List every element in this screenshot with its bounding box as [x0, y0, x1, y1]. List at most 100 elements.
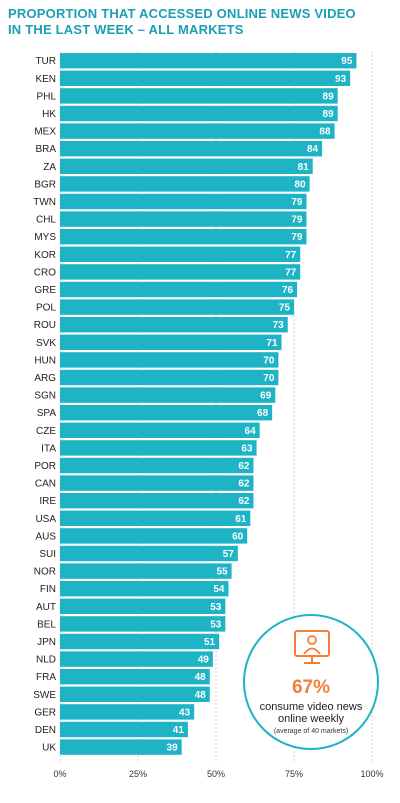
- chart-title-line-1: PROPORTION THAT ACCESSED ONLINE NEWS VID…: [8, 6, 356, 21]
- bar-nor: [60, 563, 232, 579]
- category-label: BGR: [34, 179, 56, 190]
- x-axis-ticks: 0% 25% 50% 75% 100%: [53, 769, 383, 779]
- bar-ita: [60, 440, 257, 456]
- value-label: 89: [323, 91, 335, 102]
- video-presenter-icon: [294, 630, 330, 664]
- category-label: NOR: [34, 567, 56, 578]
- bar-twn: [60, 193, 307, 210]
- category-label: DEN: [35, 725, 56, 736]
- value-label: 57: [223, 549, 235, 560]
- callout-text-line-2: online weekly: [277, 713, 345, 725]
- bar-kor: [60, 246, 301, 262]
- category-label: FIN: [40, 584, 56, 595]
- bar-bra: [60, 141, 323, 157]
- bar-usa: [60, 510, 251, 526]
- value-label: 43: [179, 707, 191, 718]
- bar-za: [60, 158, 313, 174]
- category-label: ITA: [41, 443, 56, 454]
- category-label: SWE: [33, 690, 56, 701]
- bar-rou: [60, 317, 288, 333]
- bar-uk: [60, 739, 182, 755]
- category-label: MEX: [34, 127, 56, 138]
- category-label: KEN: [35, 74, 56, 85]
- value-label: 71: [266, 338, 278, 349]
- value-label: 41: [173, 725, 185, 736]
- bar-den: [60, 721, 188, 738]
- value-label: 76: [282, 285, 294, 296]
- bar-svk: [60, 334, 282, 350]
- category-label: SUI: [39, 549, 56, 560]
- value-label: 95: [341, 56, 353, 67]
- value-label: 55: [216, 567, 228, 578]
- value-label: 89: [323, 109, 335, 120]
- category-label: SPA: [37, 408, 57, 419]
- value-label: 93: [335, 74, 347, 85]
- bar-fin: [60, 581, 229, 597]
- category-label: HUN: [34, 355, 56, 366]
- x-tick-label: 75%: [285, 769, 303, 779]
- category-label: MYS: [34, 232, 56, 243]
- chart-title-line-2: IN THE LAST WEEK – ALL MARKETS: [8, 22, 244, 37]
- value-label: 77: [285, 267, 297, 278]
- callout-text-line-1: consume video news: [259, 701, 363, 713]
- category-label: GER: [34, 707, 56, 718]
- bar-hun: [60, 352, 279, 368]
- category-label: TWN: [33, 197, 56, 208]
- value-label: 70: [263, 355, 275, 366]
- category-label: SGN: [34, 391, 56, 402]
- x-tick-label: 50%: [207, 769, 225, 779]
- value-label: 48: [195, 672, 207, 683]
- value-label: 81: [298, 162, 310, 173]
- value-label: 61: [235, 514, 247, 525]
- x-tick-label: 25%: [129, 769, 147, 779]
- value-label: 69: [260, 391, 272, 402]
- value-label: 79: [291, 197, 303, 208]
- category-label: CHL: [36, 215, 56, 226]
- bar-hk: [60, 105, 338, 122]
- category-label: BEL: [37, 619, 56, 630]
- bar-sgn: [60, 387, 276, 403]
- category-label: USA: [35, 514, 56, 525]
- callout-note: (average of 40 markets): [273, 728, 349, 735]
- value-labels: 9593898988848180797979777776757371707069…: [167, 56, 353, 753]
- average-percent: 67%: [291, 677, 331, 698]
- value-label: 54: [213, 584, 225, 595]
- category-label: KOR: [34, 250, 56, 261]
- value-label: 51: [204, 637, 216, 648]
- category-label: HK: [42, 109, 56, 120]
- chart-title: PROPORTION THAT ACCESSED ONLINE NEWS VID…: [8, 6, 388, 38]
- value-label: 39: [167, 743, 179, 754]
- category-label: POR: [34, 461, 56, 472]
- bar-sui: [60, 545, 238, 562]
- category-label: ARG: [34, 373, 56, 384]
- bar-aus: [60, 528, 248, 544]
- bar-nld: [60, 651, 213, 667]
- category-label: ZA: [43, 162, 56, 173]
- category-label: UK: [42, 743, 56, 754]
- bar-bgr: [60, 176, 310, 192]
- category-label: SVK: [36, 338, 56, 349]
- bars-group: [60, 53, 357, 755]
- value-label: 60: [232, 531, 244, 542]
- bar-tur: [60, 53, 357, 69]
- x-tick-label: 0%: [53, 769, 66, 779]
- category-label: CAN: [35, 479, 56, 490]
- bar-gre: [60, 281, 298, 298]
- value-label: 88: [319, 127, 331, 138]
- category-label: AUS: [35, 531, 56, 542]
- value-label: 53: [210, 602, 222, 613]
- bar-cze: [60, 422, 260, 438]
- bar-can: [60, 475, 254, 491]
- bar-arg: [60, 369, 279, 386]
- value-label: 53: [210, 619, 222, 630]
- bar-por: [60, 457, 254, 474]
- category-label: NLD: [36, 655, 56, 666]
- value-label: 79: [291, 215, 303, 226]
- bar-mex: [60, 123, 335, 139]
- category-label: ROU: [34, 320, 56, 331]
- category-labels: TUR KEN PHL HK MEX BRA ZA BGR TWN CHL MYS KOR CRO GRE…: [33, 56, 56, 753]
- value-label: 62: [238, 479, 250, 490]
- value-label: 79: [291, 232, 303, 243]
- category-label: CZE: [36, 426, 56, 437]
- bar-jpn: [60, 633, 220, 650]
